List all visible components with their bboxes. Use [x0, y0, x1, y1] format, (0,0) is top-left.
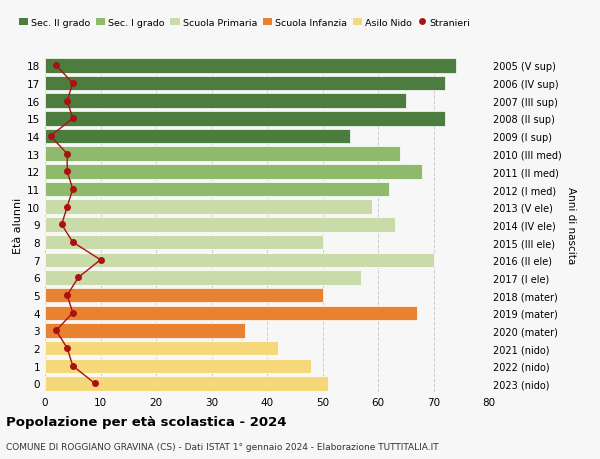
- Y-axis label: Età alunni: Età alunni: [13, 197, 23, 253]
- Point: [57, 221, 67, 229]
- Point: [73, 274, 83, 281]
- Bar: [45, 77, 445, 91]
- Bar: [45, 147, 400, 162]
- Bar: [45, 359, 311, 373]
- Point: [68, 239, 77, 246]
- Point: [62, 345, 72, 352]
- Bar: [45, 324, 245, 338]
- Bar: [45, 129, 350, 144]
- Point: [62, 151, 72, 158]
- Point: [52, 62, 61, 70]
- Point: [62, 98, 72, 105]
- Y-axis label: Anni di nascita: Anni di nascita: [566, 186, 576, 263]
- Point: [68, 186, 77, 193]
- Point: [68, 362, 77, 369]
- Text: Popolazione per età scolastica - 2024: Popolazione per età scolastica - 2024: [6, 415, 287, 428]
- Bar: [45, 200, 373, 214]
- Bar: [45, 165, 422, 179]
- Bar: [45, 376, 328, 391]
- Bar: [45, 182, 389, 197]
- Legend: Sec. II grado, Sec. I grado, Scuola Primaria, Scuola Infanzia, Asilo Nido, Stran: Sec. II grado, Sec. I grado, Scuola Prim…: [19, 18, 470, 28]
- Bar: [45, 94, 406, 109]
- Bar: [45, 288, 323, 302]
- Point: [62, 204, 72, 211]
- Bar: [45, 271, 361, 285]
- Bar: [45, 253, 433, 268]
- Point: [90, 380, 100, 387]
- Bar: [45, 235, 323, 250]
- Point: [96, 257, 106, 264]
- Bar: [45, 306, 417, 320]
- Bar: [45, 218, 395, 232]
- Point: [68, 309, 77, 317]
- Bar: [45, 112, 445, 126]
- Point: [62, 292, 72, 299]
- Point: [68, 80, 77, 88]
- Text: COMUNE DI ROGGIANO GRAVINA (CS) - Dati ISTAT 1° gennaio 2024 - Elaborazione TUTT: COMUNE DI ROGGIANO GRAVINA (CS) - Dati I…: [6, 442, 439, 451]
- Point: [52, 327, 61, 335]
- Bar: [45, 59, 456, 73]
- Point: [68, 115, 77, 123]
- Point: [46, 133, 55, 140]
- Point: [62, 168, 72, 176]
- Bar: [45, 341, 278, 356]
